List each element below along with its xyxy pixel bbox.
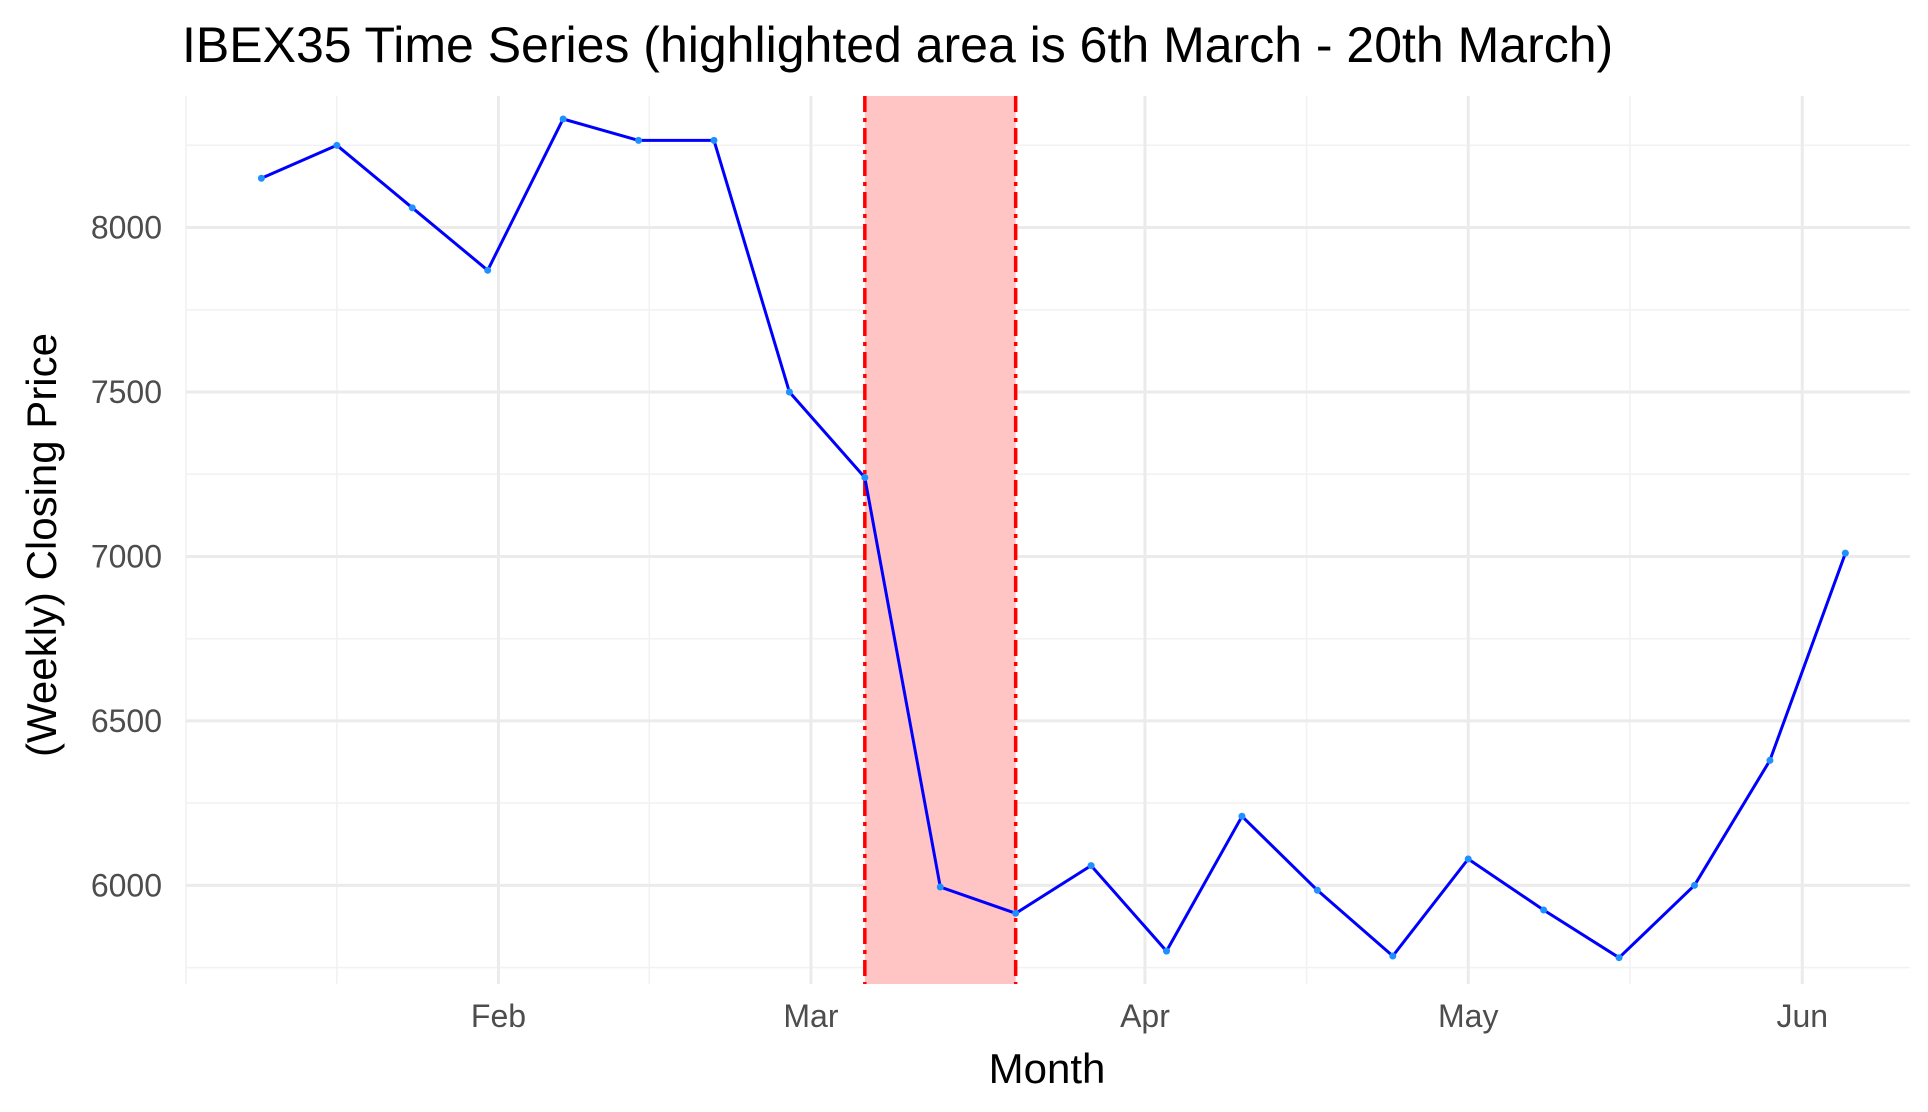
data-point [1841, 549, 1849, 557]
data-point [1238, 812, 1246, 820]
series-layer [257, 115, 1849, 962]
y-tick-label: 6000 [91, 867, 162, 903]
data-point [1087, 862, 1095, 870]
highlight-band [864, 96, 1016, 984]
data-point [1691, 881, 1698, 889]
data-point [1163, 947, 1171, 955]
y-tick-label: 7000 [91, 538, 162, 574]
data-point [1615, 954, 1623, 962]
data-point [257, 174, 265, 182]
x-tick-label: May [1438, 998, 1498, 1034]
data-point [1464, 855, 1472, 863]
data-point [1389, 952, 1397, 960]
data-point [1766, 756, 1774, 764]
grid [185, 96, 1910, 984]
data-point [408, 204, 416, 212]
data-point [484, 266, 492, 274]
x-axis-ticks: Feb Mar Apr May Jun [471, 998, 1828, 1034]
x-tick-label: Jun [1776, 998, 1828, 1034]
highlight-region [863, 96, 1018, 984]
data-point [861, 474, 869, 482]
data-point [936, 883, 944, 891]
data-point [1012, 909, 1020, 917]
data-point [1313, 886, 1321, 894]
data-point [333, 141, 341, 149]
data-point [785, 388, 793, 396]
series-line [260, 117, 1847, 960]
y-axis-title: (Weekly) Closing Price [18, 333, 65, 757]
x-axis-title: Month [989, 1045, 1106, 1092]
y-tick-label: 6500 [91, 703, 162, 739]
data-point [635, 136, 643, 144]
y-axis-ticks: 6000 6500 7000 7500 8000 [91, 210, 162, 904]
data-point [1540, 906, 1548, 914]
y-tick-label: 8000 [91, 210, 162, 246]
y-tick-label: 7500 [91, 374, 162, 410]
chart-title: IBEX35 Time Series (highlighted area is … [182, 17, 1613, 73]
data-point [559, 115, 567, 123]
x-tick-label: Apr [1120, 998, 1170, 1034]
x-tick-label: Feb [471, 998, 526, 1034]
x-tick-label: Mar [783, 998, 838, 1034]
data-point [710, 136, 718, 144]
